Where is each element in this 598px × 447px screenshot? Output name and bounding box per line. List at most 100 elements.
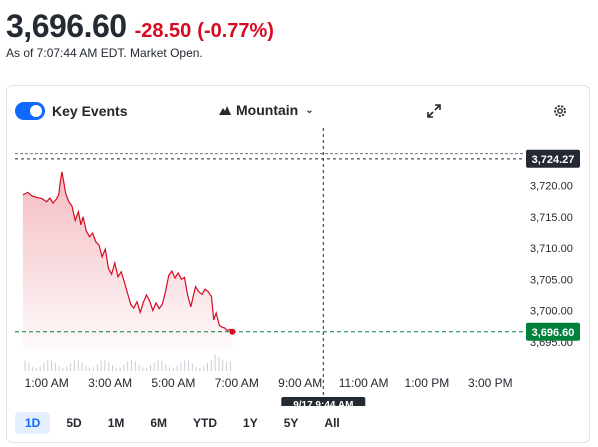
volume-bar bbox=[184, 360, 186, 371]
volume-bars bbox=[24, 354, 231, 371]
volume-bar bbox=[32, 366, 34, 371]
volume-bar bbox=[226, 362, 227, 371]
mountain-icon bbox=[219, 106, 231, 115]
range-button-1m[interactable]: 1M bbox=[107, 416, 125, 430]
volume-bar bbox=[203, 366, 205, 371]
price-change: -28.50 bbox=[134, 20, 192, 42]
x-tick-label: 1:00 AM bbox=[25, 376, 69, 390]
quote-header: 3,696.60 -28.50 (-0.77%) As of 7:07:44 A… bbox=[6, 8, 274, 60]
volume-bar bbox=[199, 368, 201, 371]
y-tick-label: 3,720.00 bbox=[530, 181, 573, 193]
chart-card: Key Events Mountain ⌄ bbox=[6, 85, 590, 443]
volume-bar bbox=[146, 367, 148, 371]
volume-bar bbox=[229, 360, 231, 371]
crosshair-price-badge-bg bbox=[526, 149, 580, 168]
range-button-5d[interactable]: 5D bbox=[66, 416, 82, 430]
current-price-badge-bg bbox=[526, 322, 580, 341]
chart-type-dropdown[interactable]: Mountain ⌄ bbox=[219, 102, 314, 118]
volume-bar bbox=[96, 364, 98, 371]
expand-icon[interactable] bbox=[426, 103, 442, 119]
volume-bar bbox=[47, 360, 49, 371]
volume-bar bbox=[131, 360, 132, 371]
volume-bar bbox=[115, 367, 117, 371]
volume-bar bbox=[100, 361, 102, 371]
y-tick-label: 3,715.00 bbox=[530, 212, 573, 224]
range-selector: 1D 5D 1M 6M YTD 1Y 5Y All bbox=[15, 412, 350, 434]
volume-bar bbox=[169, 367, 170, 371]
x-tick-label: 5:00 AM bbox=[151, 376, 195, 390]
volume-bar bbox=[51, 360, 53, 371]
volume-bar bbox=[214, 354, 216, 371]
crosshair-time-badge-bg bbox=[281, 397, 366, 406]
range-button-1d[interactable]: 1D bbox=[15, 412, 51, 434]
x-tick-label: 9:00 AM bbox=[278, 376, 322, 390]
x-axis: 1:00 AM 3:00 AM 5:00 AM 7:00 AM 9:00 AM 11:00… bbox=[25, 376, 513, 390]
volume-bar bbox=[157, 360, 159, 371]
volume-bar bbox=[81, 362, 83, 371]
range-button-5y[interactable]: 5Y bbox=[283, 416, 299, 430]
price-line bbox=[22, 171, 233, 333]
range-button-6m[interactable]: 6M bbox=[150, 416, 168, 430]
y-axis: 3,720.00 3,715.00 3,710.00 3,705.00 3,700.00… bbox=[530, 181, 573, 349]
key-events-label: Key Events bbox=[52, 103, 128, 119]
y-tick-label: 3,700.00 bbox=[530, 306, 573, 318]
chart-type-label: Mountain bbox=[236, 102, 299, 118]
volume-bar bbox=[119, 367, 121, 371]
volume-bar bbox=[207, 363, 208, 371]
volume-bar bbox=[66, 366, 68, 371]
x-tick-label: 1:00 PM bbox=[405, 376, 450, 390]
x-tick-label: 3:00 AM bbox=[88, 376, 132, 390]
volume-bar bbox=[112, 365, 113, 371]
y-tick-label: 3,705.00 bbox=[530, 274, 573, 286]
range-button-1y[interactable]: 1Y bbox=[243, 416, 258, 430]
volume-bar bbox=[93, 367, 94, 371]
volume-bar bbox=[70, 363, 72, 371]
price-change-percent: (-0.77%) bbox=[197, 20, 274, 42]
volume-bar bbox=[104, 360, 106, 371]
x-tick-label: 11:00 AM bbox=[339, 376, 389, 390]
volume-bar bbox=[123, 364, 125, 371]
volume-bar bbox=[28, 363, 30, 371]
volume-bar bbox=[24, 360, 26, 371]
x-tick-label: 3:00 PM bbox=[468, 376, 513, 390]
volume-bar bbox=[176, 365, 178, 371]
chevron-down-icon: ⌄ bbox=[305, 104, 314, 116]
last-price-dot bbox=[229, 328, 236, 335]
crosshair-price-badge: 3,724.27 bbox=[532, 154, 575, 166]
volume-bar bbox=[210, 360, 212, 371]
volume-bar bbox=[195, 366, 197, 371]
volume-bar bbox=[77, 360, 79, 371]
volume-bar bbox=[138, 364, 140, 371]
volume-bar bbox=[43, 362, 45, 371]
volume-bar bbox=[73, 360, 75, 371]
price-area-fill bbox=[22, 171, 233, 349]
volume-bar bbox=[222, 360, 224, 371]
range-button-all[interactable]: All bbox=[324, 416, 340, 430]
volume-bar bbox=[180, 362, 182, 371]
volume-bar bbox=[85, 365, 87, 371]
volume-bar bbox=[150, 365, 151, 371]
chart-toolbar: Key Events Mountain ⌄ bbox=[7, 86, 589, 138]
volume-bar bbox=[58, 366, 60, 371]
price-chart[interactable]: 3,720.00 3,715.00 3,710.00 3,705.00 3,700.00… bbox=[7, 86, 589, 406]
volume-bar bbox=[39, 366, 41, 371]
key-events-toggle[interactable] bbox=[15, 102, 45, 120]
volume-bar bbox=[218, 357, 220, 371]
current-price-badge: 3,696.60 bbox=[532, 327, 575, 339]
volume-bar bbox=[89, 367, 91, 371]
y-tick-label: 3,710.00 bbox=[530, 243, 573, 255]
range-button-ytd[interactable]: YTD bbox=[193, 416, 218, 430]
crosshair-time-badge: 9/17 9:44 AM bbox=[293, 400, 353, 406]
volume-bar bbox=[172, 367, 174, 371]
volume-bar bbox=[54, 363, 56, 371]
volume-bar bbox=[153, 361, 155, 371]
price-badges: 3,724.27 3,696.60 9/17 9:44 AM bbox=[281, 149, 580, 406]
as-of-timestamp: As of 7:07:44 AM EDT. Market Open. bbox=[6, 46, 203, 60]
volume-bar bbox=[142, 367, 144, 371]
gear-icon[interactable] bbox=[552, 103, 568, 119]
volume-bar bbox=[191, 363, 193, 371]
volume-bar bbox=[127, 361, 129, 371]
volume-bar bbox=[35, 368, 37, 371]
volume-bar bbox=[108, 362, 110, 371]
volume-bar bbox=[165, 364, 167, 371]
